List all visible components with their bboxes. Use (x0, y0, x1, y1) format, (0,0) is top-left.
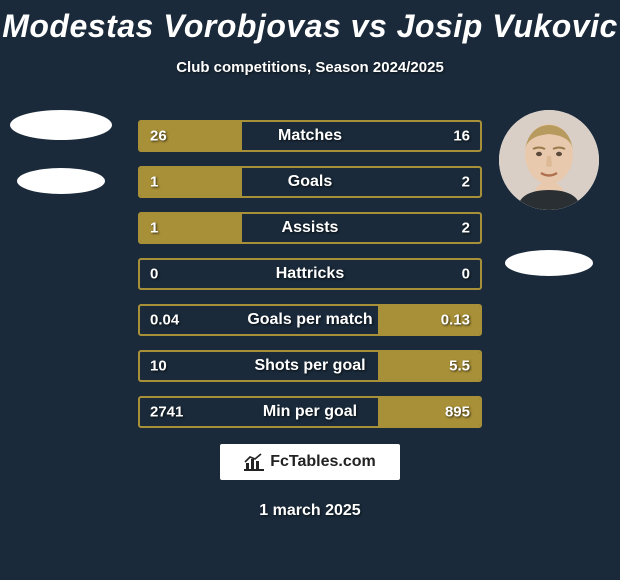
stat-value-right: 2 (462, 174, 470, 191)
stat-value-right: 0.13 (441, 312, 470, 329)
stat-label: Goals per match (140, 311, 480, 329)
player-right-avatar (499, 110, 599, 210)
stat-row: 1Assists2 (138, 212, 482, 244)
subtitle: Club competitions, Season 2024/2025 (0, 59, 620, 76)
stat-value-right: 895 (445, 404, 470, 421)
stats-container: 26Matches16 1Goals2 1Assists2 0Hattricks0 0.… (138, 120, 482, 442)
stat-value-right: 5.5 (449, 358, 470, 375)
date-text: 1 march 2025 (0, 502, 620, 520)
stat-value-right: 2 (462, 220, 470, 237)
stat-value-right: 0 (462, 266, 470, 283)
player-photo-icon (499, 110, 599, 210)
player-left-column (6, 110, 116, 194)
stat-value-right: 16 (453, 128, 470, 145)
stat-row: 2741Min per goal895 (138, 396, 482, 428)
page-title: Modestas Vorobjovas vs Josip Vukovic (0, 0, 620, 45)
branding-badge: FcTables.com (220, 444, 400, 480)
stat-label: Assists (140, 219, 480, 237)
stat-row: 26Matches16 (138, 120, 482, 152)
stat-label: Hattricks (140, 265, 480, 283)
branding-chart-icon (244, 453, 264, 471)
stat-row: 0Hattricks0 (138, 258, 482, 290)
player-right-club-placeholder (505, 250, 593, 276)
player-right-column (494, 110, 604, 276)
branding-text: FcTables.com (270, 453, 376, 471)
player-left-avatar-placeholder (10, 110, 112, 140)
player-left-club-placeholder (17, 168, 105, 194)
stat-label: Goals (140, 173, 480, 191)
stat-row: 1Goals2 (138, 166, 482, 198)
stat-label: Shots per goal (140, 357, 480, 375)
stat-row: 0.04Goals per match0.13 (138, 304, 482, 336)
stat-label: Matches (140, 127, 480, 145)
stat-row: 10Shots per goal5.5 (138, 350, 482, 382)
stat-label: Min per goal (140, 403, 480, 421)
